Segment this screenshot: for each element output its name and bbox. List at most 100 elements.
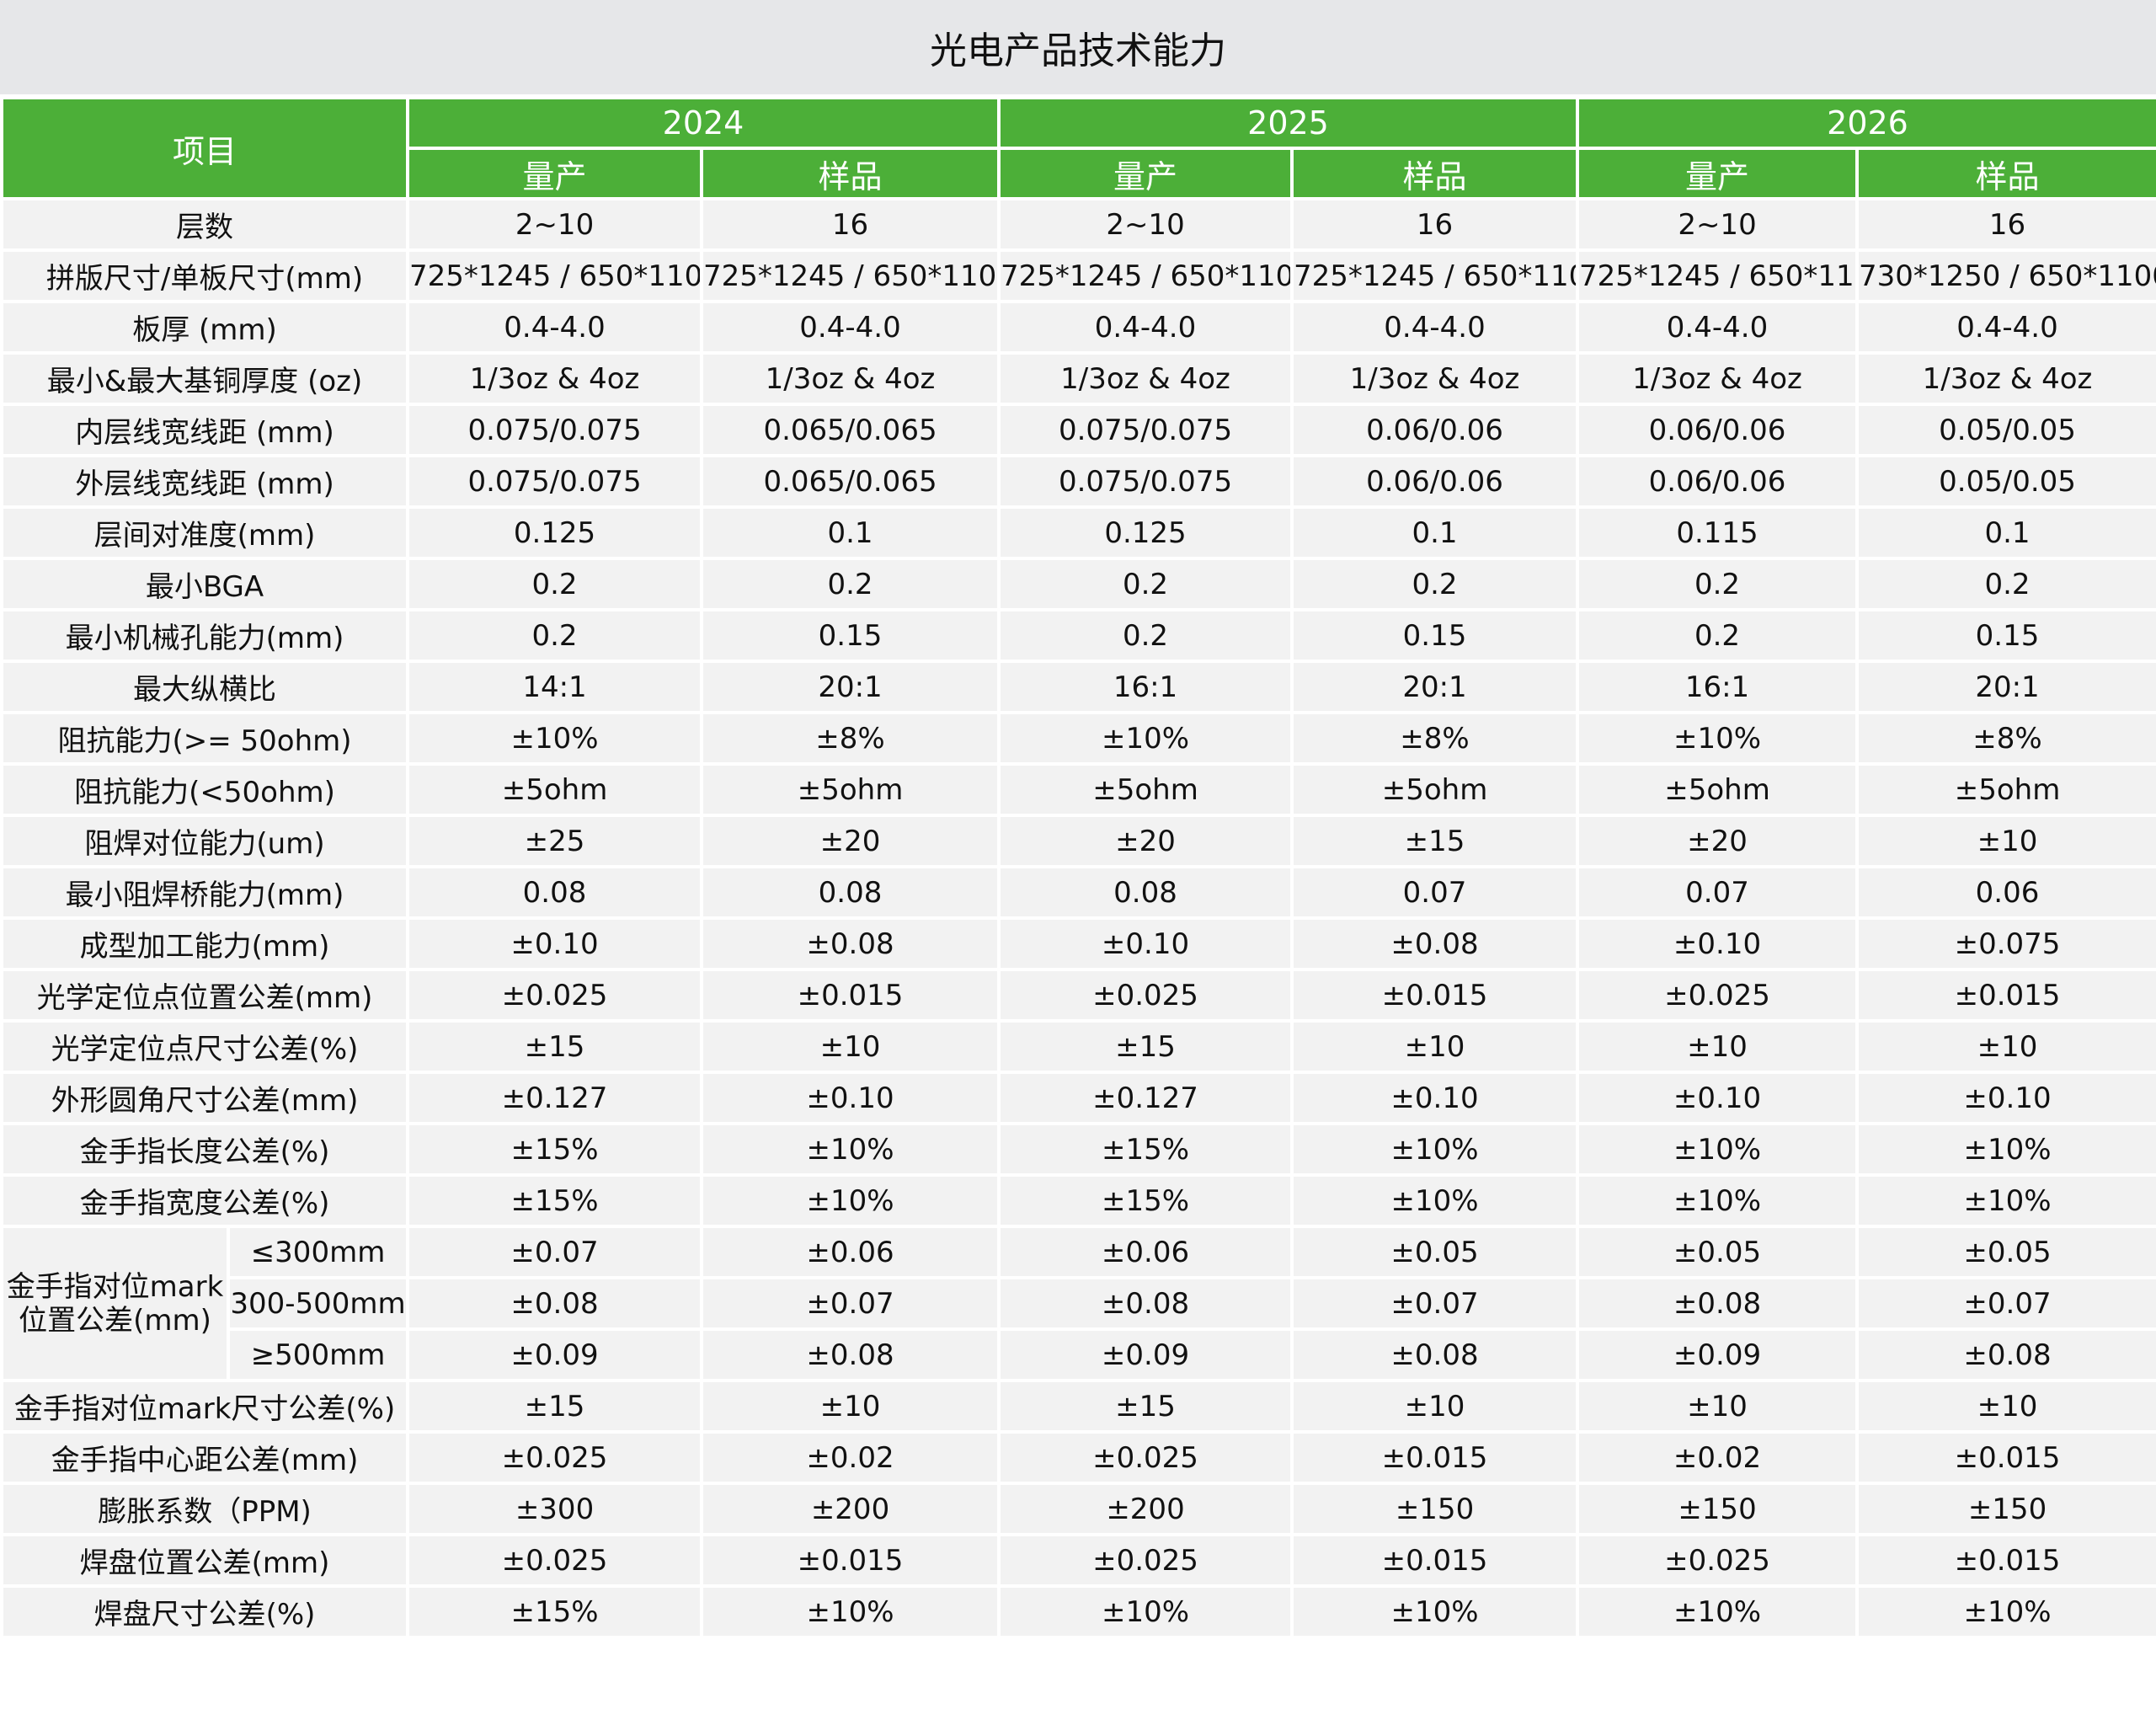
capability-table: 项目 2024 2025 2026 量产 样品 量产 样品 量产 样品 层数 2~… — [0, 96, 2156, 1639]
row-label: 成型加工能力(mm) — [0, 916, 410, 971]
cell-value: 0.2 — [406, 608, 704, 663]
row-label: 阻抗能力(<50ohm) — [0, 762, 410, 817]
cell-value: 0.06/0.06 — [1290, 403, 1580, 457]
cell-value: ±20 — [997, 814, 1294, 868]
cell-value: 0.2 — [700, 557, 1001, 611]
cell-value: ±0.10 — [700, 1071, 1001, 1125]
cell-value: ±0.05 — [1290, 1225, 1580, 1279]
header-sample: 样品 — [1290, 147, 1580, 200]
cell-value: ±0.015 — [1290, 1533, 1580, 1588]
cell-value: ±10% — [1576, 711, 1860, 766]
cell-value: 16:1 — [1576, 660, 1860, 714]
row-sub-label: 300-500mm — [226, 1276, 410, 1331]
table-row: 金手指长度公差(%) ±15% ±10% ±15% ±10% ±10% ±10% — [0, 1122, 2156, 1177]
table-row: 焊盘位置公差(mm) ±0.025 ±0.015 ±0.025 ±0.015 ±0.025… — [0, 1533, 2156, 1588]
cell-value: 725*1245 / 650*1100 — [1290, 248, 1580, 303]
cell-value: ±15 — [997, 1019, 1294, 1074]
cell-value: 20:1 — [1290, 660, 1580, 714]
table-row: 金手指宽度公差(%) ±15% ±10% ±15% ±10% ±10% ±10% — [0, 1173, 2156, 1228]
row-label: 最小机械孔能力(mm) — [0, 608, 410, 663]
row-label: 层间对准度(mm) — [0, 505, 410, 560]
table-row: 光学定位点位置公差(mm) ±0.025 ±0.015 ±0.025 ±0.015 ±0.… — [0, 968, 2156, 1023]
cell-value: 0.07 — [1576, 865, 1860, 920]
cell-value: ±0.025 — [997, 1533, 1294, 1588]
row-label: 内层线宽线距 (mm) — [0, 403, 410, 457]
cell-value: ±5ohm — [1855, 762, 2156, 817]
cell-value: 0.2 — [1290, 557, 1580, 611]
table-row: 焊盘尺寸公差(%) ±15% ±10% ±10% ±10% ±10% ±10% — [0, 1584, 2156, 1639]
page-title: 光电产品技术能力 — [0, 0, 2156, 94]
cell-value: ±0.015 — [700, 1533, 1001, 1588]
cell-value: ±10% — [700, 1584, 1001, 1639]
row-label: 金手指长度公差(%) — [0, 1122, 410, 1177]
header-row-years: 项目 2024 2025 2026 — [0, 96, 2156, 200]
header-mass-production: 量产 — [1576, 147, 1860, 200]
cell-value: ±0.08 — [700, 1327, 1001, 1382]
cell-value: 725*1245 / 650*1100 — [406, 248, 704, 303]
cell-value: ±0.025 — [1576, 1533, 1860, 1588]
cell-value: ±15% — [406, 1122, 704, 1177]
row-label: 金手指对位mark尺寸公差(%) — [0, 1379, 410, 1434]
cell-value: ±0.05 — [1855, 1225, 2156, 1279]
cell-value: 0.2 — [997, 608, 1294, 663]
cell-value: ±0.025 — [406, 1533, 704, 1588]
row-label: 拼版尺寸/单板尺寸(mm) — [0, 248, 410, 303]
cell-value: 0.1 — [1855, 505, 2156, 560]
cell-value: 0.2 — [997, 557, 1294, 611]
row-label: 外层线宽线距 (mm) — [0, 454, 410, 509]
cell-value: ±10 — [1576, 1379, 1860, 1434]
cell-value: ±0.10 — [1576, 916, 1860, 971]
row-label: 焊盘位置公差(mm) — [0, 1533, 410, 1588]
table-row: 外形圆角尺寸公差(mm) ±0.127 ±0.10 ±0.127 ±0.10 ±0.10 ±… — [0, 1071, 2156, 1125]
table-row: 板厚 (mm) 0.4-4.0 0.4-4.0 0.4-4.0 0.4-4.0 0.4-4… — [0, 300, 2156, 355]
cell-value: 0.4-4.0 — [406, 300, 704, 355]
cell-value: 2~10 — [997, 197, 1294, 252]
header-year-2024: 2024 — [406, 96, 1001, 150]
cell-value: 16 — [1290, 197, 1580, 252]
cell-value: ±10% — [997, 711, 1294, 766]
cell-value: ±5ohm — [1290, 762, 1580, 817]
cell-value: ±5ohm — [1576, 762, 1860, 817]
row-label: 最小BGA — [0, 557, 410, 611]
table-row: 最小&最大基铜厚度 (oz) 1/3oz & 4oz 1/3oz & 4oz 1/3o… — [0, 351, 2156, 406]
table-row: 膨胀系数（PPM) ±300 ±200 ±200 ±150 ±150 ±150 — [0, 1482, 2156, 1536]
cell-value: ±150 — [1290, 1482, 1580, 1536]
cell-value: 0.08 — [997, 865, 1294, 920]
cell-value: ±10% — [406, 711, 704, 766]
cell-value: ±0.075 — [1855, 916, 2156, 971]
cell-value: 0.15 — [1855, 608, 2156, 663]
row-label: 光学定位点位置公差(mm) — [0, 968, 410, 1023]
row-label: 光学定位点尺寸公差(%) — [0, 1019, 410, 1074]
cell-value: 2~10 — [1576, 197, 1860, 252]
cell-value: ±10 — [1290, 1379, 1580, 1434]
cell-value: 0.4-4.0 — [1290, 300, 1580, 355]
cell-value: ±10% — [1576, 1584, 1860, 1639]
cell-value: ±0.015 — [1855, 968, 2156, 1023]
cell-value: ±0.09 — [406, 1327, 704, 1382]
cell-value: 0.15 — [700, 608, 1001, 663]
cell-value: ±8% — [1855, 711, 2156, 766]
cell-value: ±10 — [1855, 814, 2156, 868]
header-sample: 样品 — [700, 147, 1001, 200]
table-row: 内层线宽线距 (mm) 0.075/0.075 0.065/0.065 0.075/0… — [0, 403, 2156, 457]
row-sub-label: ≥500mm — [226, 1327, 410, 1382]
cell-value: ±0.09 — [997, 1327, 1294, 1382]
cell-value: ±150 — [1576, 1482, 1860, 1536]
cell-value: 0.075/0.075 — [997, 403, 1294, 457]
row-label: 膨胀系数（PPM) — [0, 1482, 410, 1536]
cell-value: 0.06/0.06 — [1290, 454, 1580, 509]
row-sub-label: ≤300mm — [226, 1225, 410, 1279]
cell-value: ±5ohm — [700, 762, 1001, 817]
table-row: ≥500mm ±0.09 ±0.08 ±0.09 ±0.08 ±0.09 ±0.08 — [2, 1327, 2156, 1382]
table-row: 最小BGA 0.2 0.2 0.2 0.2 0.2 0.2 — [0, 557, 2156, 611]
cell-value: ±10% — [1290, 1173, 1580, 1228]
cell-value: ±10% — [1290, 1122, 1580, 1177]
cell-value: 16:1 — [997, 660, 1294, 714]
cell-value: 1/3oz & 4oz — [997, 351, 1294, 406]
cell-value: ±10 — [1855, 1379, 2156, 1434]
cell-value: 0.4-4.0 — [700, 300, 1001, 355]
cell-value: ±0.025 — [1576, 968, 1860, 1023]
table-row: 300-500mm ±0.08 ±0.07 ±0.08 ±0.07 ±0.08 ±0.07 — [2, 1276, 2156, 1331]
cell-value: ±10% — [700, 1173, 1001, 1228]
cell-value: ±0.08 — [1855, 1327, 2156, 1382]
